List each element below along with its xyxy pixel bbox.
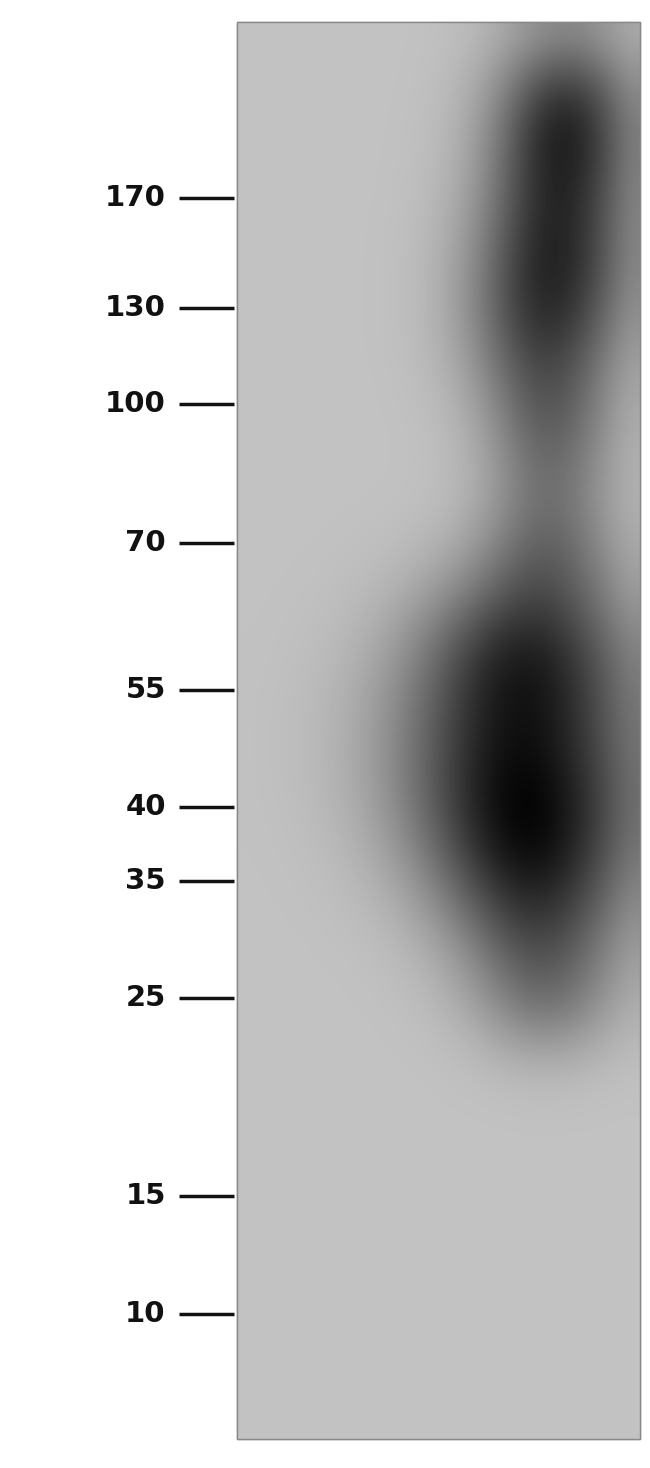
Text: 100: 100 [105,389,166,418]
Text: 15: 15 [125,1182,166,1211]
Text: 40: 40 [125,793,166,822]
Text: 10: 10 [125,1299,166,1329]
Text: 70: 70 [125,528,166,558]
Text: 35: 35 [125,866,166,895]
Text: 170: 170 [105,184,166,213]
Text: 25: 25 [125,984,166,1013]
Text: 130: 130 [105,294,166,323]
Text: 55: 55 [125,675,166,705]
FancyBboxPatch shape [237,22,640,1439]
